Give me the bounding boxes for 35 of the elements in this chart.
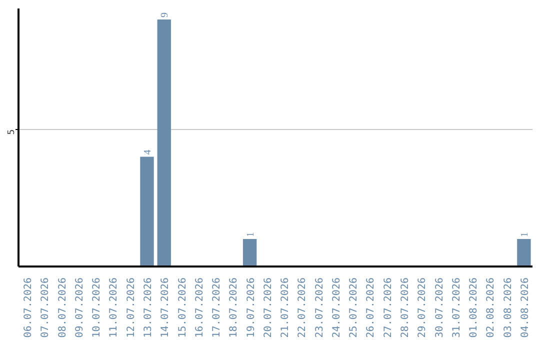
x-tick-label: 14.07.2026 (160, 277, 172, 338)
x-tick-label: 10.07.2026 (92, 277, 103, 338)
x-tick-label: 29.07.2026 (417, 277, 428, 338)
x-tick-label: 16.07.2026 (194, 277, 206, 338)
x-tick-label: 02.08.2026 (486, 277, 497, 338)
x-tick-label: 07.07.2026 (40, 277, 52, 338)
x-tick-label: 17.07.2026 (212, 277, 223, 338)
x-tick-label: 03.08.2026 (502, 277, 514, 338)
x-tick-label: 27.07.2026 (382, 277, 394, 338)
x-tick-label: 31.07.2026 (451, 277, 462, 338)
x-tick-label: 08.07.2026 (57, 277, 68, 338)
x-tick-label: 21.07.2026 (280, 277, 292, 338)
x-tick-label: 22.07.2026 (297, 277, 308, 338)
y-tick-label: 5 (7, 129, 17, 135)
x-tick-label: 12.07.2026 (126, 277, 137, 338)
x-tick-label: 06.07.2026 (23, 277, 34, 338)
x-tick-label: 23.07.2026 (314, 277, 326, 338)
x-tick-label: 13.07.2026 (143, 277, 154, 338)
data-label: 1 (245, 232, 256, 238)
x-tick-label: 18.07.2026 (228, 277, 240, 338)
x-tick-label: 09.07.2026 (74, 277, 86, 338)
x-tick-label: 30.07.2026 (434, 277, 446, 338)
x-tick-label: 25.07.2026 (348, 277, 360, 338)
x-tick-label: 15.07.2026 (177, 277, 188, 338)
x-tick-label: 01.08.2026 (468, 277, 480, 338)
data-label: 1 (519, 232, 530, 238)
x-tick-label: 24.07.2026 (331, 277, 342, 338)
x-tick-label: 28.07.2026 (400, 277, 411, 338)
x-tick-label: 19.07.2026 (246, 277, 257, 338)
data-label: 9 (160, 12, 171, 18)
x-tick-label: 26.07.2026 (366, 277, 377, 338)
x-tick-label: 20.07.2026 (262, 277, 274, 338)
data-label: 4 (142, 150, 154, 155)
x-tick-label: 11.07.2026 (108, 277, 120, 338)
x-tick-label: 04.08.2026 (520, 277, 531, 338)
